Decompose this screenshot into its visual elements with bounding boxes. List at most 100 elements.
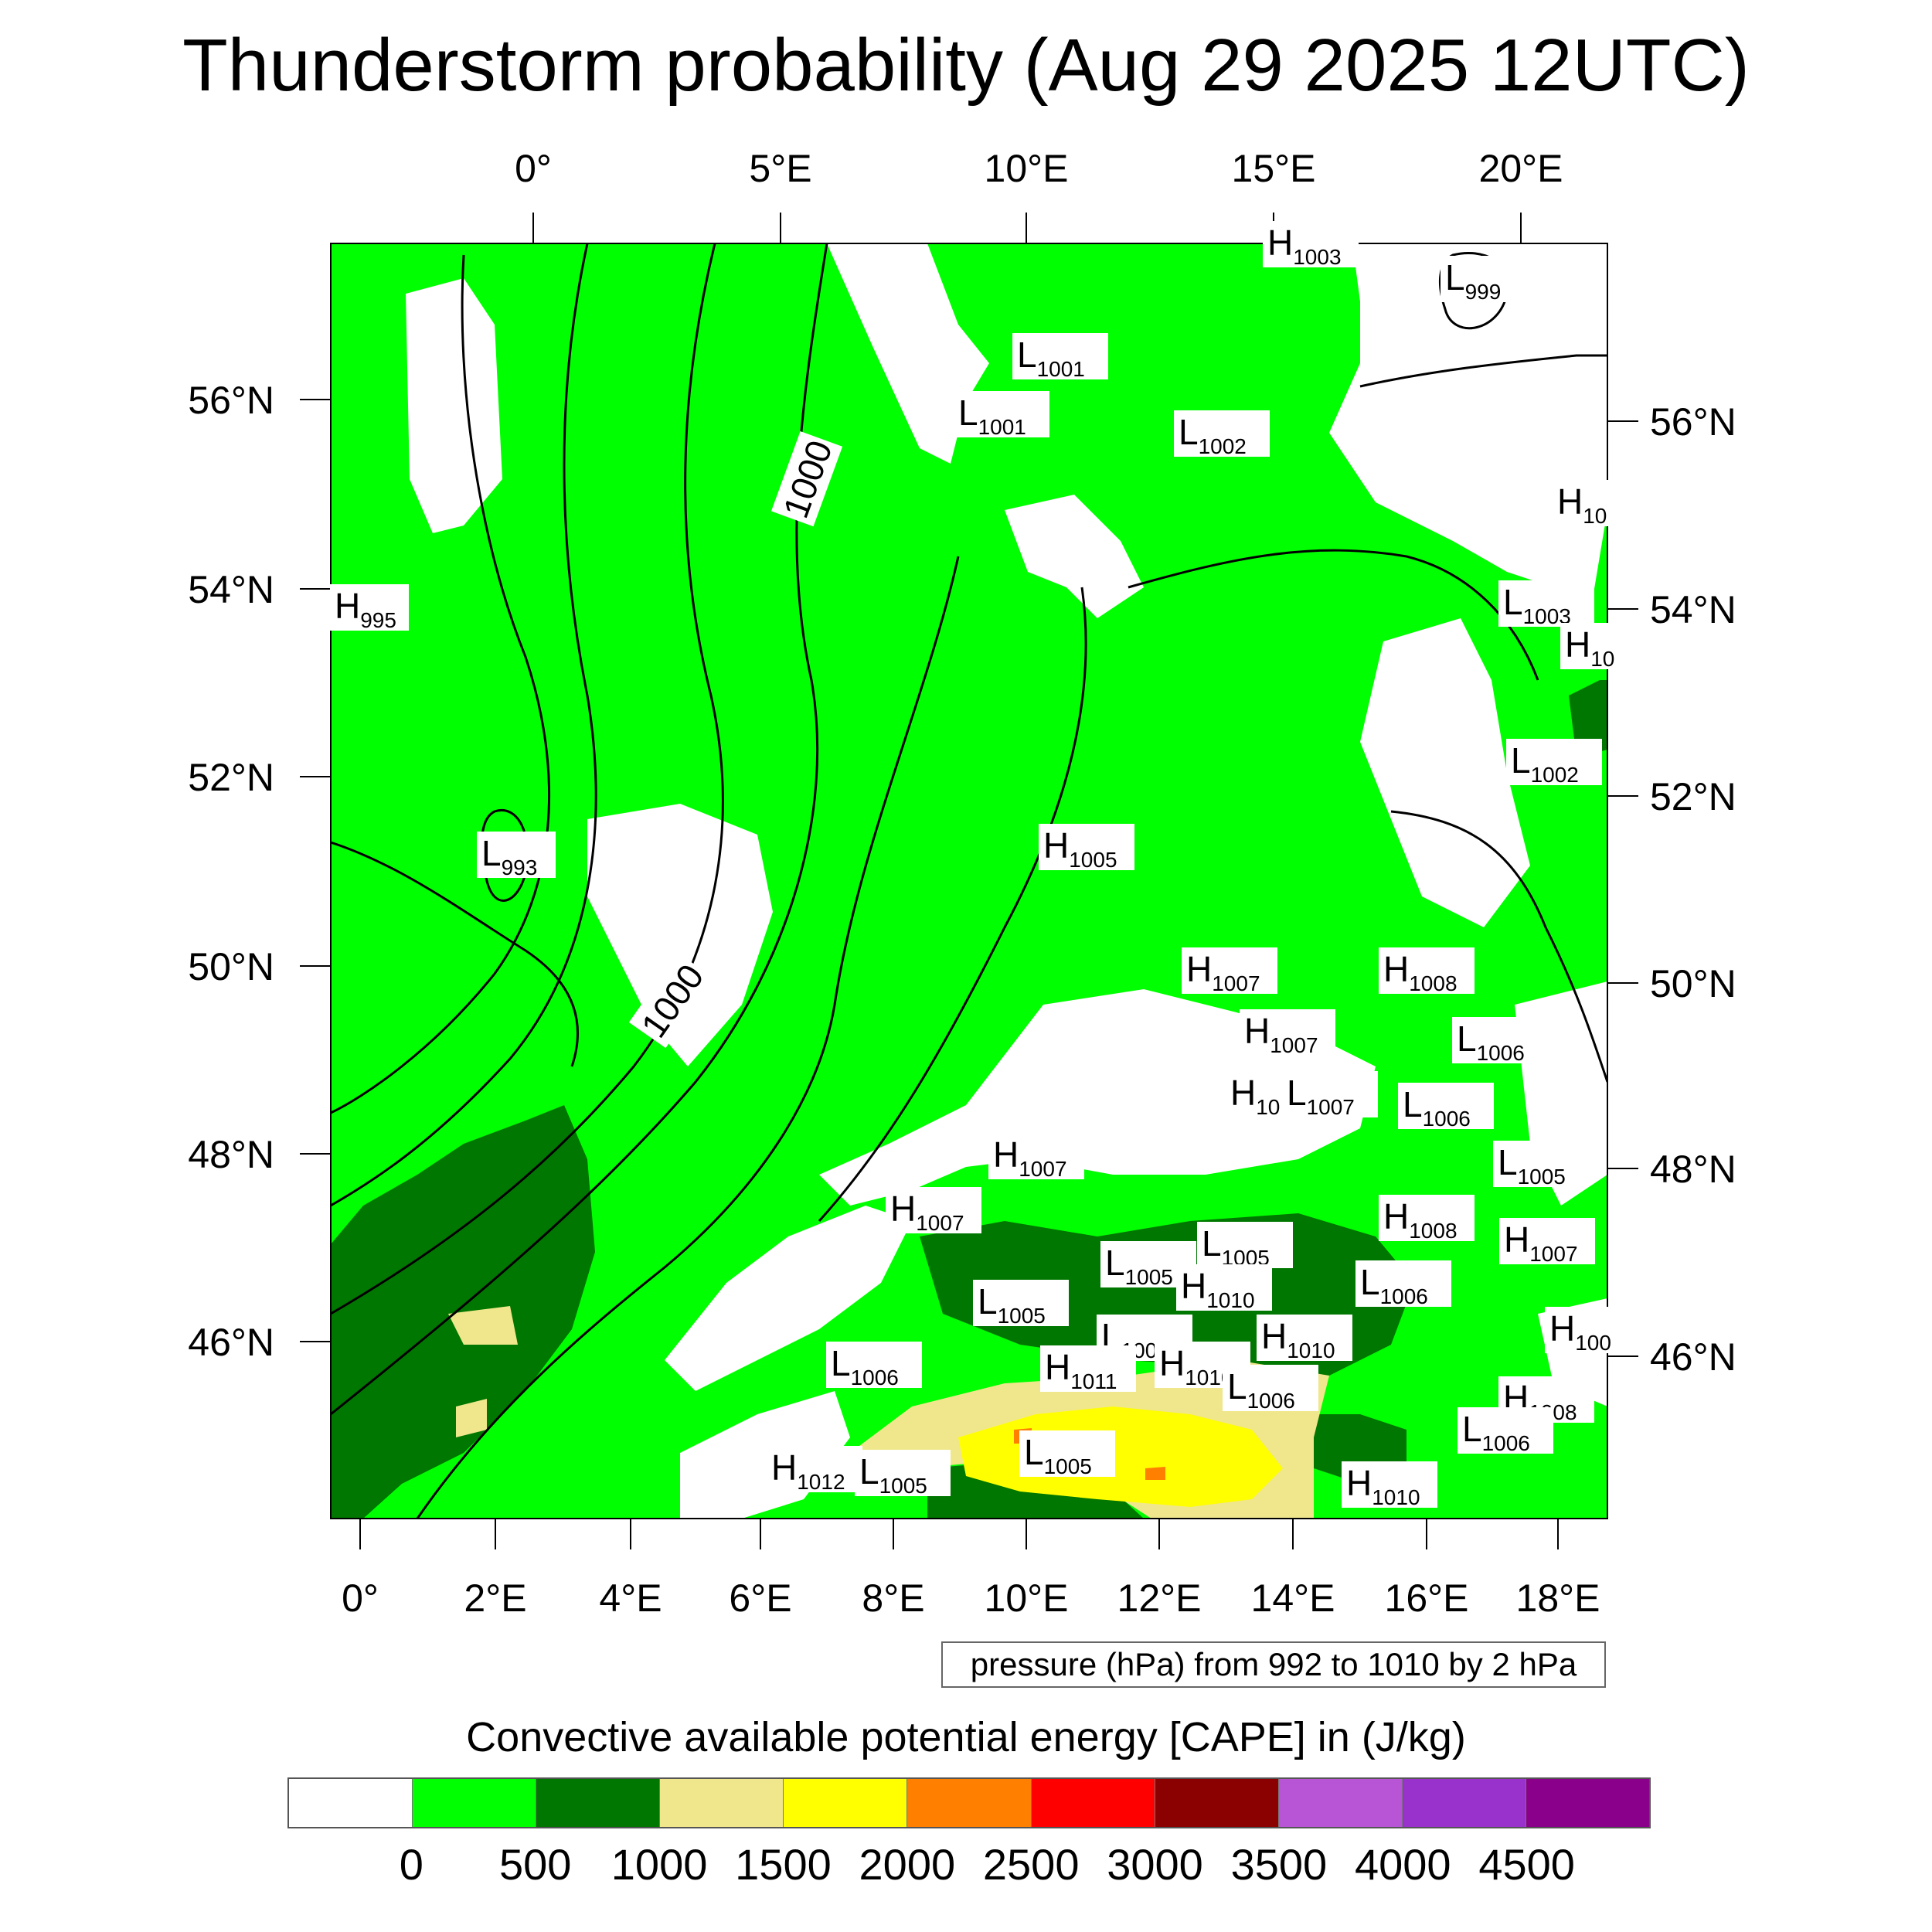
left-lat-label: 48°N [188,1133,274,1176]
pressure-center-label: H1011 [1045,1347,1117,1393]
bottom-lon-label: 8°E [862,1577,924,1620]
pressure-center-label: L1005 [978,1281,1046,1328]
right-lat-label: 46°N [1650,1335,1736,1379]
left-lat-label: 52°N [188,756,274,799]
colorbar-swatch [784,1779,908,1827]
isobars [331,243,1607,1519]
no-cape-area-germany [1005,495,1144,618]
no-cape-area-benelux [587,804,773,1066]
right-lat-labels: 56°N 54°N 52°N 50°N 48°N 46°N [1650,400,1736,1379]
low-pressure-center: L1003 [1498,580,1594,628]
no-cape-area-baltic [1329,243,1607,603]
pressure-center-label: L1005 [1105,1243,1173,1289]
pressure-center-label: H1007 [1504,1219,1578,1266]
isobar-line [331,841,579,1067]
no-cape-area-north-sea [406,278,502,533]
colorbar-swatch [907,1779,1032,1827]
high-pressure-center: H1010 [1176,1264,1272,1312]
pressure-center-label: H1003 [1267,223,1342,269]
colorbar-tick-label: 1500 [735,1840,832,1889]
low-pressure-center: L1006 [826,1342,922,1389]
pressure-center-label: L1007 [1287,1073,1355,1119]
bottom-lon-labels: 0° 2°E 4°E 6°E 8°E 10°E 12°E 14°E 16°E 1… [342,1577,1600,1620]
no-cape-area-poland [1360,618,1530,927]
low-pressure-center: L993 [477,832,556,879]
high-pressure-center: H1007 [1182,947,1277,995]
colorbar-tick-label: 2000 [859,1840,956,1889]
low-pressure-center: L999 [1440,256,1519,304]
cape-1000-1500-west-b [456,1399,487,1437]
pressure-center-label: H1012 [771,1447,845,1494]
pressure-center-label: H1007 [890,1189,964,1235]
bottom-lon-label: 0° [342,1577,379,1620]
pressure-center-label: H10 [1565,624,1614,671]
colorbar-swatch [1155,1779,1279,1827]
top-lon-label: 5°E [749,147,811,190]
colorbar-swatch [536,1779,661,1827]
pressure-center-label: L1005 [1024,1432,1092,1478]
pressure-center-label: L993 [481,833,537,879]
pressure-center-label: H1007 [993,1134,1067,1181]
low-pressure-center: L1005 [1493,1141,1589,1189]
low-pressure-center: L1001 [1012,333,1108,381]
cape-500-1000-west [331,1105,595,1519]
bottom-lon-label: 6°E [729,1577,791,1620]
colorbar-swatch [1278,1779,1403,1827]
colorbar-tick-label: 0 [399,1840,423,1889]
isobar-line [1359,354,1607,388]
top-lon-label: 10°E [985,147,1069,190]
pressure-center-label: H1007 [1186,949,1260,995]
pressure-center-label: H100 [1549,1308,1611,1355]
low-pressure-center: L1002 [1174,410,1270,458]
low-pressure-center: L1005 [1019,1430,1115,1478]
low-pressure-center: L1005 [1100,1241,1196,1289]
low-pressure-center: L1006 [1223,1365,1318,1413]
pressure-center-label: H1010 [1346,1463,1420,1509]
left-lat-label: 54°N [188,568,274,611]
bottom-lon-label: 4°E [599,1577,662,1620]
high-pressure-center: H1007 [988,1133,1084,1181]
pressure-center-label: L1006 [1403,1084,1471,1131]
low-pressure-center: L1001 [954,391,1049,439]
pressure-center-label: L1006 [1227,1366,1295,1413]
colorbar-title: Convective available potential energy [C… [466,1714,1466,1760]
colorbar-tick-label: 3000 [1107,1840,1203,1889]
colorbar-swatch [413,1779,537,1827]
pressure-center-label: H1010 [1261,1316,1335,1362]
colorbar-tick-label: 1000 [611,1840,708,1889]
pressure-center-label: H10 [1230,1073,1280,1119]
colorbar-tick-label: 500 [499,1840,572,1889]
pressure-center-label: H1005 [1043,825,1117,872]
left-lat-label: 46°N [188,1321,274,1364]
pressure-center-label: L1001 [958,393,1026,439]
right-lat-label: 52°N [1650,775,1736,818]
no-cape-area-switzerland [665,1206,912,1391]
high-pressure-center: H1007 [1499,1218,1595,1266]
pressure-center-label: H10 [1557,481,1607,528]
low-pressure-center: L1006 [1355,1260,1451,1308]
high-pressure-center: H1010 [1257,1315,1352,1362]
isobar-line [818,587,1087,1223]
axis-ticks [300,213,1638,1549]
pressure-center-label: L1005 [1498,1142,1566,1189]
right-lat-label: 56°N [1650,400,1736,444]
bottom-lon-label: 14°E [1251,1577,1335,1620]
low-pressure-center: L1005 [973,1280,1069,1328]
high-pressure-center: H1010 [1342,1461,1437,1509]
cape-1000-1500-west-a [448,1306,518,1345]
isobar-line [1390,810,1607,1083]
colorbar-swatch [1526,1779,1650,1827]
isobar-line [331,254,551,1114]
pressure-contour-note: pressure (hPa) from 992 to 1010 by 2 hPa [941,1641,1606,1688]
high-pressure-center: H100 [1545,1307,1624,1355]
pressure-center-label: L999 [1445,257,1501,304]
pressure-center-label: H1007 [1244,1011,1318,1057]
colorbar-tick-label: 3500 [1230,1840,1328,1889]
right-lat-label: 54°N [1650,588,1736,631]
high-pressure-center: H1003 [1263,221,1359,269]
no-cape-area-alps-north [819,989,1376,1206]
low-pressure-center: L1006 [1458,1407,1553,1455]
colorbar [287,1777,1651,1828]
top-lon-labels: 0° 5°E 10°E 15°E 20°E [515,147,1563,190]
